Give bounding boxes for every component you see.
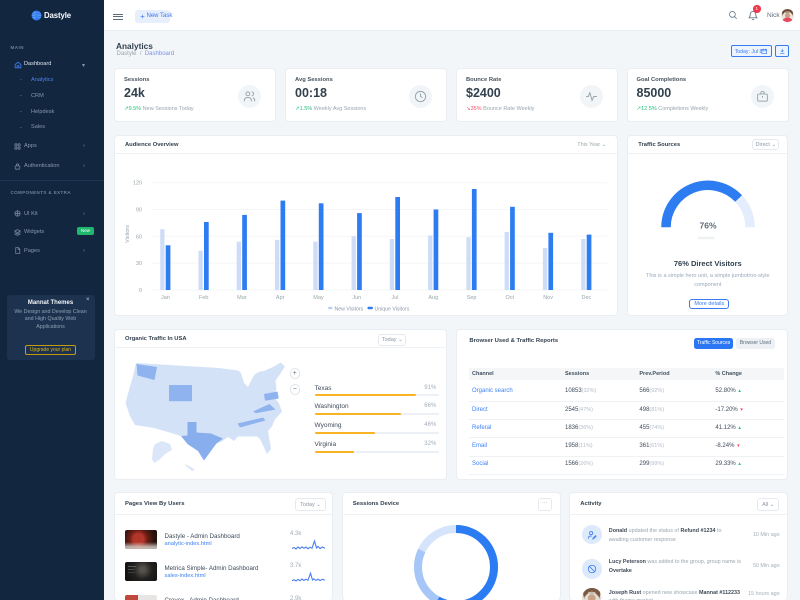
svg-text:Jun: Jun bbox=[352, 295, 361, 301]
svg-text:60: 60 bbox=[136, 235, 142, 241]
svg-text:Mar: Mar bbox=[237, 295, 247, 301]
svg-text:Aug: Aug bbox=[428, 295, 438, 301]
svg-text:Nov: Nov bbox=[543, 295, 553, 301]
svg-text:76%: 76% bbox=[700, 221, 717, 231]
svg-text:Jul: Jul bbox=[391, 295, 398, 301]
svg-text:90: 90 bbox=[136, 208, 142, 214]
svg-text:Visitors: Visitors bbox=[125, 225, 131, 243]
svg-text:30: 30 bbox=[136, 261, 142, 267]
svg-text:Unique Visitors: Unique Visitors bbox=[375, 307, 410, 313]
svg-text:Dec: Dec bbox=[582, 295, 592, 301]
svg-text:May: May bbox=[313, 295, 324, 301]
svg-text:New Visitors: New Visitors bbox=[335, 307, 364, 313]
svg-text:0: 0 bbox=[139, 288, 142, 294]
svg-text:Apr: Apr bbox=[276, 295, 285, 301]
svg-text:Oct: Oct bbox=[506, 295, 515, 301]
svg-text:Sep: Sep bbox=[467, 295, 477, 301]
svg-text:Jan: Jan bbox=[161, 295, 170, 301]
svg-text:120: 120 bbox=[133, 181, 142, 187]
svg-text:Feb: Feb bbox=[199, 295, 208, 301]
